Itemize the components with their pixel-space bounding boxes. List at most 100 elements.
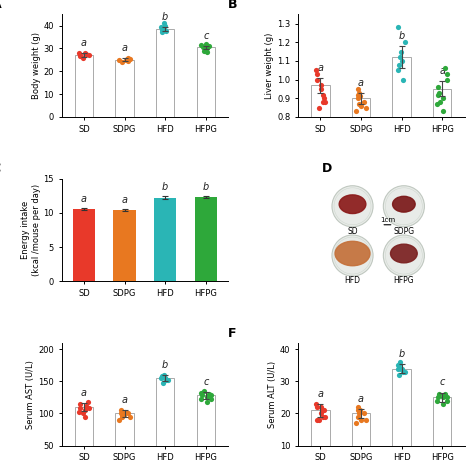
- Text: b: b: [162, 360, 168, 370]
- Point: [76, 53, 84, 60]
- Point: [396, 371, 403, 379]
- Point: [312, 400, 319, 408]
- Bar: [311, 410, 329, 474]
- Point: [439, 94, 447, 102]
- Point: [207, 395, 214, 403]
- Point: [354, 85, 361, 93]
- Point: [443, 397, 451, 404]
- Point: [355, 89, 363, 96]
- Point: [354, 91, 361, 98]
- Y-axis label: Energy intake
(kcal /mouse per day): Energy intake (kcal /mouse per day): [21, 184, 41, 276]
- Point: [126, 55, 133, 63]
- Y-axis label: Serum ALT (U/L): Serum ALT (U/L): [268, 361, 277, 428]
- Point: [79, 54, 86, 61]
- Point: [85, 404, 92, 412]
- Point: [163, 376, 170, 384]
- Text: SDPG: SDPG: [393, 227, 414, 236]
- Point: [354, 94, 362, 102]
- Point: [197, 395, 205, 403]
- Bar: [392, 369, 410, 474]
- Point: [160, 371, 167, 379]
- Point: [121, 408, 128, 415]
- Ellipse shape: [339, 195, 366, 214]
- Point: [362, 416, 370, 424]
- Point: [158, 29, 165, 36]
- Circle shape: [383, 186, 424, 227]
- Point: [319, 98, 327, 106]
- Point: [199, 392, 206, 399]
- Bar: [195, 197, 217, 281]
- Text: b: b: [399, 348, 405, 359]
- Point: [118, 58, 125, 66]
- Point: [159, 25, 167, 33]
- Point: [118, 411, 125, 419]
- Point: [79, 410, 86, 417]
- Point: [397, 48, 405, 55]
- Point: [394, 66, 401, 74]
- Point: [120, 411, 128, 419]
- Point: [435, 89, 443, 96]
- Point: [357, 102, 365, 109]
- Bar: [156, 29, 174, 117]
- Text: c: c: [439, 377, 445, 387]
- Point: [357, 416, 365, 424]
- Point: [118, 407, 125, 414]
- Point: [116, 416, 123, 424]
- Text: b: b: [203, 182, 209, 192]
- Point: [395, 362, 402, 369]
- Point: [398, 57, 406, 64]
- Bar: [433, 397, 451, 474]
- Bar: [352, 413, 370, 474]
- Bar: [75, 55, 93, 117]
- Point: [362, 104, 370, 111]
- Point: [434, 100, 441, 108]
- Point: [124, 54, 132, 61]
- Point: [118, 410, 125, 417]
- Text: a: a: [121, 395, 128, 405]
- Point: [399, 76, 407, 83]
- Point: [437, 98, 444, 106]
- Point: [116, 56, 123, 64]
- Point: [81, 407, 89, 414]
- Point: [162, 374, 169, 382]
- Point: [354, 403, 361, 411]
- Point: [81, 413, 89, 420]
- Point: [159, 379, 167, 386]
- Point: [320, 407, 328, 414]
- Point: [361, 98, 368, 106]
- Point: [205, 42, 212, 50]
- Point: [82, 402, 90, 410]
- Point: [82, 50, 90, 58]
- Point: [207, 392, 214, 399]
- Point: [122, 56, 129, 64]
- Circle shape: [332, 235, 373, 276]
- Point: [318, 82, 325, 89]
- Point: [200, 387, 208, 395]
- Point: [434, 83, 441, 91]
- Point: [321, 98, 329, 106]
- Point: [126, 413, 133, 420]
- Point: [158, 373, 166, 380]
- Point: [76, 400, 84, 408]
- Point: [315, 104, 323, 111]
- Point: [320, 94, 328, 102]
- Text: a: a: [81, 193, 87, 203]
- Point: [201, 45, 209, 52]
- Text: F: F: [228, 327, 237, 340]
- Text: a: a: [358, 78, 364, 88]
- Bar: [113, 210, 136, 281]
- Point: [164, 376, 172, 384]
- Point: [123, 55, 130, 63]
- Text: a: a: [121, 195, 128, 205]
- Point: [399, 368, 407, 375]
- Point: [84, 398, 91, 406]
- Text: B: B: [228, 0, 237, 11]
- Point: [203, 48, 210, 55]
- Point: [355, 410, 363, 417]
- Point: [352, 419, 360, 427]
- Ellipse shape: [335, 241, 370, 266]
- Point: [161, 19, 168, 27]
- Point: [434, 393, 441, 401]
- Point: [318, 410, 325, 417]
- Point: [396, 54, 404, 61]
